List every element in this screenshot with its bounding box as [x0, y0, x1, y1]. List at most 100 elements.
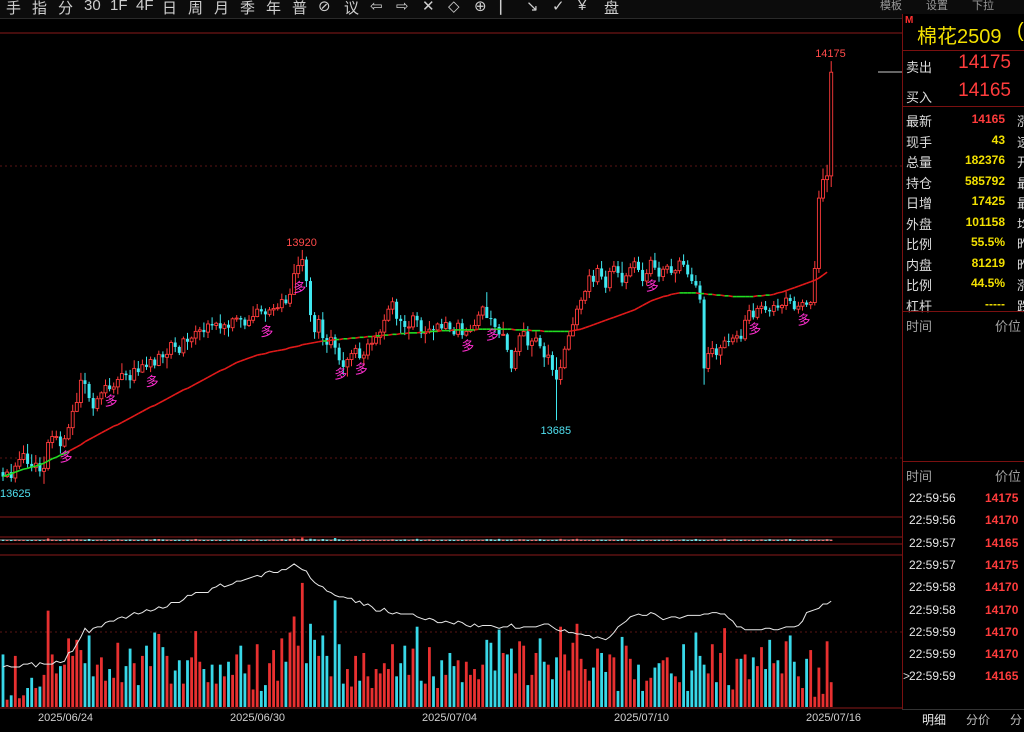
contract-name[interactable]: 棉花2509: [917, 26, 1002, 48]
volume-bar: [501, 652, 505, 707]
order-book-price-header: 价位: [995, 319, 1022, 334]
toolbar-button-2[interactable]: 分: [58, 0, 74, 17]
toolbar-button-15[interactable]: ⇨: [396, 0, 409, 15]
volume-bar: [809, 650, 813, 707]
toolbar-button-3[interactable]: 30: [84, 0, 101, 14]
indicator-bar: [813, 540, 816, 541]
volume-bar: [272, 650, 275, 707]
moving-average-segment: [609, 316, 615, 320]
toolbar-button-4[interactable]: 1F: [110, 0, 128, 14]
kline-chart[interactable]: 多多多多多多多多多多多多 14175 13920 13685 13625: [0, 19, 902, 709]
toolbar-button-10[interactable]: 年: [266, 0, 282, 17]
tick-row[interactable]: 22:59:58 14170: [903, 576, 1024, 598]
indicator-bar: [104, 540, 107, 541]
candle-body: [816, 197, 821, 269]
toolbar-button-5[interactable]: 4F: [136, 0, 154, 14]
indicator-bar: [346, 539, 349, 541]
volume-bar: [546, 664, 550, 707]
tick-row[interactable]: 22:59:57 14175: [903, 554, 1024, 576]
toolbar-button-23[interactable]: 盘: [604, 0, 620, 17]
sell-price-row[interactable]: 卖出 14175: [903, 51, 1024, 78]
buy-label: 买入: [906, 90, 933, 105]
volume-bar: [95, 664, 99, 707]
tick-row[interactable]: 22:59:58 14170: [903, 599, 1024, 621]
indicator-bar: [383, 539, 386, 541]
tab-0[interactable]: 明细: [922, 713, 947, 727]
volume-bar: [727, 685, 731, 707]
moving-average-segment: [224, 366, 229, 370]
toolbar-button-21[interactable]: ✓: [552, 0, 565, 15]
toolbar-button-22[interactable]: ¥: [578, 0, 587, 14]
toolbar-right-button-0[interactable]: 模板: [880, 0, 902, 12]
volume-bar: [493, 670, 497, 707]
candle-body: [644, 273, 649, 282]
candle-body: [485, 306, 489, 319]
candle-body: [173, 342, 177, 347]
moving-average-segment: [773, 292, 779, 296]
tick-row[interactable]: 22:59:59 14170: [903, 643, 1024, 665]
toolbar-button-1[interactable]: 指: [32, 0, 48, 17]
moving-average-segment: [330, 338, 336, 342]
moving-average-segment: [625, 310, 631, 314]
indicator-bar: [329, 540, 333, 541]
stat-row: 总量 182376 开: [903, 150, 1024, 170]
candle-body: [829, 71, 834, 177]
candle-body: [542, 346, 546, 358]
indicator-bar: [830, 540, 833, 541]
candle-body: [177, 346, 181, 353]
indicator-bar: [333, 538, 337, 541]
ticks-header: 时间 价位: [903, 464, 1024, 484]
moving-average-segment: [261, 352, 266, 356]
tick-row[interactable]: 22:59:59 14170: [903, 621, 1024, 643]
candle-body: [489, 318, 493, 320]
toolbar-button-18[interactable]: ⊕: [474, 0, 487, 15]
candle-body: [538, 338, 542, 347]
candle-body: [517, 335, 522, 352]
moving-average-segment: [68, 448, 74, 453]
buy-price-row[interactable]: 买入 14165: [903, 79, 1024, 106]
toolbar-button-11[interactable]: 普: [292, 0, 308, 17]
volume-bar: [731, 689, 735, 707]
moving-average-segment: [88, 436, 94, 441]
tick-row[interactable]: 22:59:56 14170: [903, 509, 1024, 531]
stat-overflow-label: 最: [1017, 193, 1024, 212]
indicator-bar: [374, 539, 378, 541]
indicator-bar: [22, 540, 25, 541]
toolbar-button-17[interactable]: ◇: [448, 0, 460, 15]
open-interest-line: [2, 563, 832, 668]
indicator-bar: [633, 540, 636, 541]
candle-body: [399, 318, 403, 322]
toolbar-button-9[interactable]: 季: [240, 0, 256, 17]
toolbar-button-12[interactable]: ⊘: [318, 0, 331, 15]
indicator-bar: [686, 540, 689, 541]
toolbar-button-20[interactable]: ↘: [526, 0, 539, 15]
tab-2[interactable]: 分: [1010, 713, 1023, 727]
volume-bar: [387, 669, 390, 707]
tick-time: 22:59:56: [909, 513, 956, 528]
toolbar-button-13[interactable]: 议: [344, 0, 360, 17]
toolbar-button-16[interactable]: ✕: [422, 0, 435, 15]
toolbar-button-14[interactable]: ⇦: [370, 0, 383, 15]
toolbar-button-19[interactable]: ▏: [500, 0, 512, 15]
tick-row[interactable]: 22:59:56 14175: [903, 487, 1024, 509]
candle-body: [694, 281, 698, 286]
moving-average-segment: [302, 343, 307, 346]
tick-row[interactable]: >22:59:59 14165: [903, 665, 1024, 687]
volume-bar: [464, 661, 468, 707]
toolbar-button-6[interactable]: 日: [162, 0, 178, 17]
toolbar-button-0[interactable]: 手: [6, 0, 22, 17]
volume-bar: [473, 669, 476, 707]
toolbar-right-button-2[interactable]: 下拉: [972, 0, 994, 12]
tick-row[interactable]: 22:59:57 14165: [903, 532, 1024, 554]
indicator-bar: [370, 540, 374, 541]
stat-row: 最新 14165 涨: [903, 109, 1024, 129]
tab-1[interactable]: 分价: [966, 713, 991, 727]
moving-average-segment: [527, 329, 533, 332]
toolbar-button-8[interactable]: 月: [214, 0, 230, 17]
moving-average-segment: [51, 456, 57, 460]
candle-body: [440, 323, 444, 329]
toolbar-right-button-1[interactable]: 设置: [926, 0, 948, 12]
volume-bar: [772, 663, 776, 707]
toolbar-button-7[interactable]: 周: [188, 0, 204, 17]
